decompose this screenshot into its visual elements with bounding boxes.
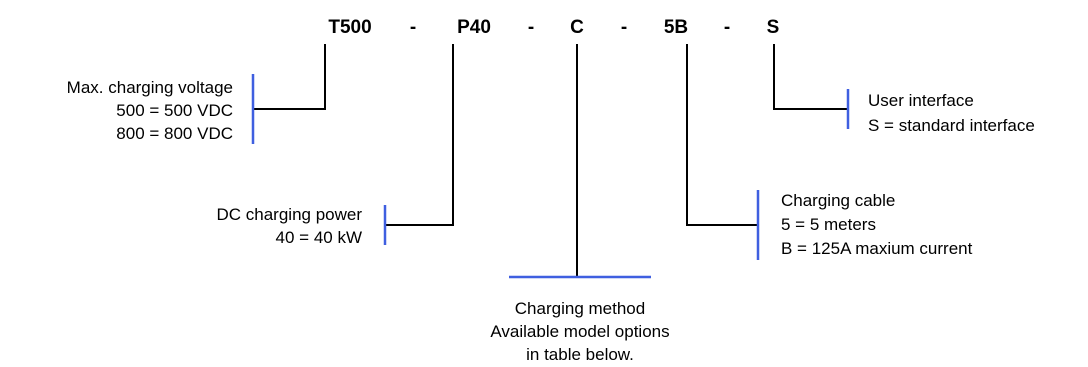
code-segment-voltage: T500: [328, 17, 371, 38]
voltage-option-line: 800 = 800 VDC: [116, 124, 233, 143]
cable-option-line: B = 125A maxium current: [781, 239, 973, 258]
method-title: Charging method: [515, 299, 645, 318]
power-connector-line: [385, 44, 454, 226]
code-segment-method: C: [570, 17, 584, 38]
cable-option-line: 5 = 5 meters: [781, 215, 876, 234]
interface-title: User interface: [868, 91, 974, 110]
method-option-line: Available model options: [490, 322, 669, 341]
code-separator: -: [621, 17, 627, 38]
cable-connector-line: [686, 44, 758, 226]
interface-option-line: S = standard interface: [868, 116, 1035, 135]
interface-connector-line: [773, 44, 848, 110]
code-separator: -: [724, 17, 730, 38]
method-option-line: in table below.: [526, 345, 634, 364]
voltage-connector-line: [253, 44, 326, 110]
voltage-title: Max. charging voltage: [67, 78, 233, 97]
code-segment-cable: 5B: [664, 17, 688, 38]
code-segment-interface: S: [767, 17, 780, 38]
cable-title: Charging cable: [781, 191, 895, 210]
power-option-line: 40 = 40 kW: [276, 228, 362, 247]
voltage-option-line: 500 = 500 VDC: [116, 101, 233, 120]
code-segment-power: P40: [457, 17, 491, 38]
code-separator: -: [410, 17, 416, 38]
power-title: DC charging power: [216, 205, 362, 224]
code-separator: -: [528, 17, 534, 38]
